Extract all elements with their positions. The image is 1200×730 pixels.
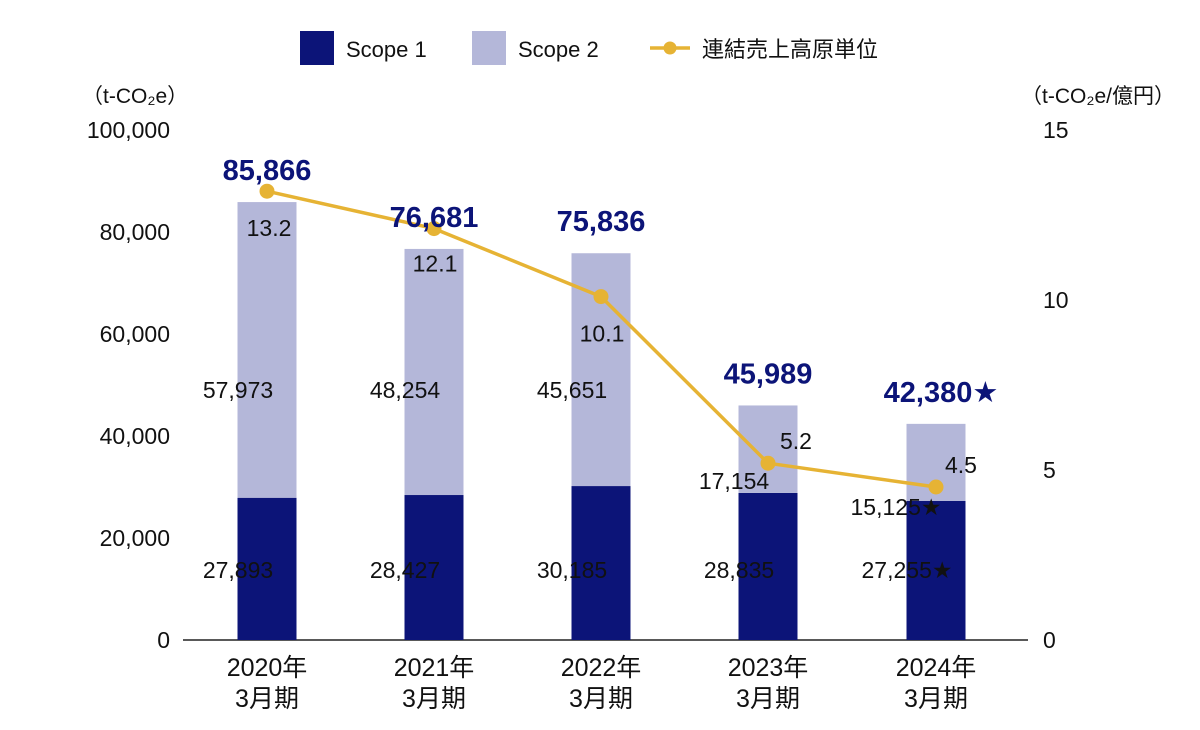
bar-scope1	[571, 486, 631, 640]
x-category-label: 3月期	[235, 685, 299, 713]
scope2-value-label: 45,651	[537, 377, 607, 403]
left-axis-ticks: 0 20,000 40,000 60,000 80,000 100,000	[87, 117, 170, 653]
ratio-value-label: 10.1	[580, 321, 625, 347]
legend-label-line: 連結売上高原単位	[702, 37, 878, 62]
line-series	[259, 183, 944, 495]
scope1-value-label: 28,835	[704, 557, 774, 583]
ratio-value-label: 12.1	[413, 251, 458, 277]
right-tick-label: 15	[1043, 117, 1069, 143]
x-category-label: 2023年	[728, 654, 809, 682]
scope1-value-label: 28,427	[370, 557, 440, 583]
right-tick-label: 10	[1043, 287, 1069, 313]
x-category-label: 2020年	[227, 654, 308, 682]
x-category-label: 3月期	[736, 685, 800, 713]
total-value-label: 76,681	[390, 202, 479, 234]
ratio-value-label: 5.2	[780, 428, 812, 454]
right-axis-ticks: 0 5 10 15	[1043, 117, 1069, 653]
total-value-label: 42,380★	[884, 377, 999, 409]
scope1-value-label: 27,255★	[862, 557, 953, 583]
right-tick-label: 5	[1043, 457, 1056, 483]
total-value-label: 75,836	[557, 206, 646, 238]
left-axis-unit: （t-CO₂e）	[82, 85, 188, 108]
bar-scope2	[237, 202, 297, 498]
left-tick-label: 0	[157, 627, 170, 653]
bars	[237, 202, 966, 640]
scope2-value-label: 57,973	[203, 377, 273, 403]
left-tick-label: 80,000	[100, 219, 170, 245]
right-axis-unit: （t-CO₂e/億円）	[1021, 85, 1175, 108]
legend-swatch-scope1	[300, 31, 334, 65]
line-point	[928, 479, 944, 495]
x-category-label: 2022年	[561, 654, 642, 682]
legend-label-scope1: Scope 1	[346, 37, 427, 62]
bar-scope2	[404, 248, 464, 496]
bar-scope1	[404, 495, 464, 640]
x-category-label: 3月期	[402, 685, 466, 713]
line-point	[426, 221, 442, 237]
x-category-label: 3月期	[904, 685, 968, 713]
scope1-value-label: 30,185	[537, 557, 607, 583]
line-point	[259, 183, 275, 199]
scope2-value-label: 15,125★	[851, 494, 942, 520]
bar-scope1	[906, 500, 966, 640]
total-value-label: 85,866	[223, 155, 312, 187]
line-point	[760, 455, 776, 471]
scope2-value-label: 48,254	[370, 377, 441, 403]
x-axis-categories: 2020年 3月期 2021年 3月期 2022年 3月期 2023年 3月期 2024年 3月期	[227, 654, 977, 713]
bar-scope1	[237, 497, 297, 640]
left-tick-label: 20,000	[100, 525, 170, 551]
bar-scope1	[738, 492, 798, 640]
x-category-label: 2021年	[394, 654, 475, 682]
left-tick-label: 100,000	[87, 117, 170, 143]
ratio-value-label: 4.5	[945, 452, 977, 478]
legend-swatch-marker	[663, 41, 677, 55]
line-point	[593, 289, 609, 305]
right-tick-label: 0	[1043, 627, 1056, 653]
legend-label-scope2: Scope 2	[518, 37, 599, 62]
legend-swatch-scope2	[472, 31, 506, 65]
scope2-value-label: 17,154	[699, 468, 770, 494]
legend: Scope 1 Scope 2 連結売上高原単位	[300, 31, 878, 65]
left-tick-label: 40,000	[100, 423, 170, 449]
x-category-label: 3月期	[569, 685, 633, 713]
ratio-value-label: 13.2	[247, 215, 292, 241]
bar-scope2	[738, 405, 798, 493]
scope1-value-label: 27,893	[203, 557, 273, 583]
data-labels: 27,893 57,973 85,866 13.2 28,427 48,254 76,681…	[203, 155, 999, 583]
total-value-label: 45,989	[724, 358, 813, 390]
left-tick-label: 60,000	[100, 321, 170, 347]
x-category-label: 2024年	[896, 654, 977, 682]
